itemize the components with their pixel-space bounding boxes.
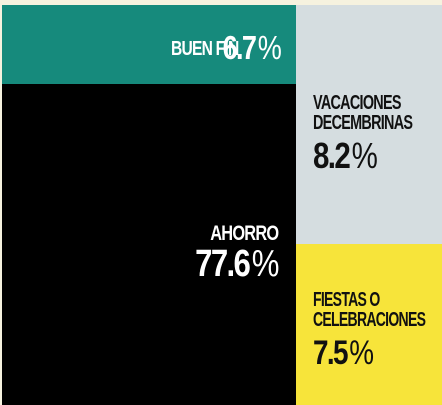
tile-vacaciones-label-line-2: DECEMBRINAS <box>313 112 413 134</box>
tile-ahorro-value-number: 77.6 <box>195 243 251 285</box>
tile-vacaciones-label: VACACIONES DECEMBRINAS <box>313 93 428 133</box>
tile-buen-fin: BUEN FIN 6.7% <box>2 5 296 84</box>
tile-fiestas-value: 7.5% <box>313 334 374 372</box>
tile-ahorro-label-line: AHORRO <box>209 222 279 245</box>
tile-vacaciones-value-number: 8.2 <box>313 135 351 176</box>
tile-buen-fin-value-number: 6.7 <box>222 29 256 66</box>
tile-fiestas-value-unit: % <box>349 334 374 372</box>
tile-buen-fin-label-line: BUEN FIN <box>170 38 239 60</box>
tile-fiestas-label-line-2: CELEBRACIONES <box>313 309 426 331</box>
tile-fiestas-label-line-1: FIESTAS O <box>313 289 380 311</box>
tile-vacaciones-value: 8.2% <box>313 135 378 176</box>
tile-fiestas-o-celebraciones: FIESTAS O CELEBRACIONES 7.5% <box>296 244 442 405</box>
tile-buen-fin-value: 6.7% <box>222 29 282 66</box>
tile-vacaciones-value-unit: % <box>351 135 378 176</box>
tile-vacaciones-label-line-1: VACACIONES <box>313 92 401 114</box>
tile-ahorro-value: 77.6% <box>195 243 280 285</box>
tile-buen-fin-label: BUEN FIN <box>170 38 239 60</box>
tile-ahorro-value-unit: % <box>251 243 280 285</box>
tile-ahorro: AHORRO 77.6% <box>2 84 296 405</box>
tile-vacaciones-decembrinas: VACACIONES DECEMBRINAS 8.2% <box>296 5 442 244</box>
tile-fiestas-value-number: 7.5 <box>313 334 348 372</box>
tile-buen-fin-value-unit: % <box>257 29 282 66</box>
tile-ahorro-label: AHORRO <box>209 222 279 245</box>
tile-fiestas-label: FIESTAS O CELEBRACIONES <box>313 290 432 330</box>
